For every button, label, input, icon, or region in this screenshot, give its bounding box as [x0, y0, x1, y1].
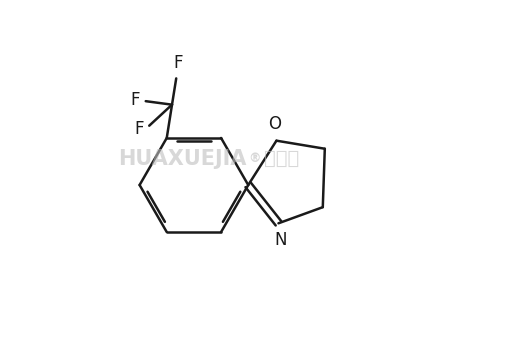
Text: O: O	[268, 115, 281, 133]
Text: N: N	[274, 231, 287, 249]
Text: HUAXUEJIA: HUAXUEJIA	[119, 149, 247, 169]
Text: 化学加: 化学加	[264, 149, 299, 168]
Text: F: F	[173, 54, 183, 72]
Text: ®: ®	[248, 152, 261, 165]
Text: F: F	[135, 120, 144, 138]
Text: F: F	[130, 91, 139, 109]
